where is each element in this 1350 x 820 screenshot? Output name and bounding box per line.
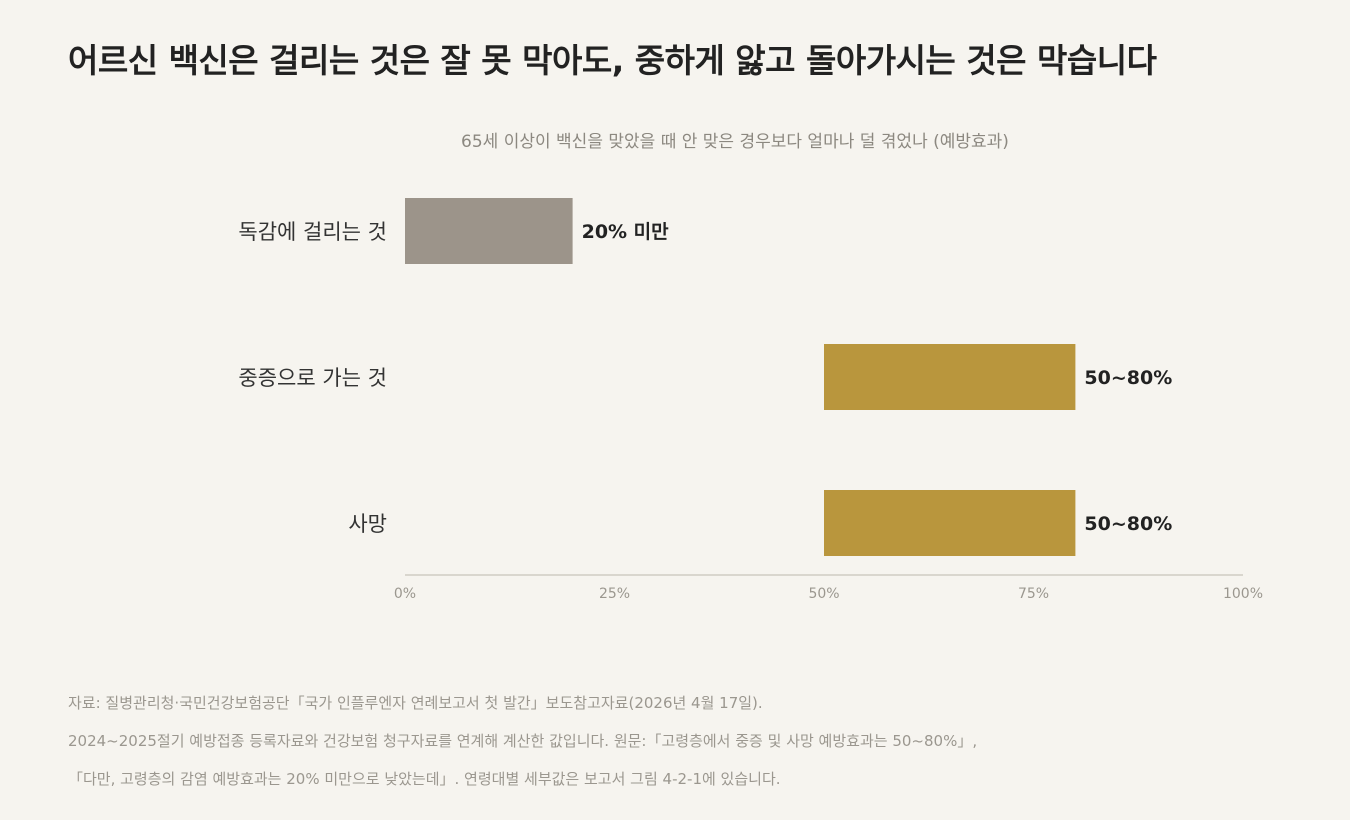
category-label: 사망	[348, 512, 387, 536]
chart-title: 어르신 백신은 걸리는 것은 잘 못 막아도, 중하게 앓고 돌아가시는 것은 …	[68, 41, 1157, 80]
chart-subtitle: 65세 이상이 백신을 맞았을 때 안 맞은 경우보다 얼마나 덜 겪었나 (예…	[461, 132, 1009, 152]
x-tick-label: 75%	[1018, 586, 1049, 602]
footnote-line: 2024~2025절기 예방접종 등록자료와 건강보험 청구자료를 연계해 계산…	[68, 732, 978, 750]
x-tick-label: 25%	[599, 586, 630, 602]
bar	[405, 198, 573, 264]
x-tick-label: 50%	[808, 586, 839, 602]
x-tick-label: 0%	[394, 586, 416, 602]
footnote-line: 자료: 질병관리청·국민건강보험공단「국가 인플루엔자 연례보고서 첫 발간」보…	[68, 694, 763, 712]
category-label: 중증으로 가는 것	[238, 366, 387, 390]
bar	[824, 490, 1076, 556]
value-label: 50~80%	[1084, 367, 1172, 389]
footnote: 자료: 질병관리청·국민건강보험공단「국가 인플루엔자 연례보고서 첫 발간」보…	[68, 684, 1268, 798]
bar	[824, 344, 1076, 410]
category-label: 독감에 걸리는 것	[238, 220, 387, 244]
x-tick-label: 100%	[1223, 586, 1263, 602]
value-label: 50~80%	[1084, 513, 1172, 535]
value-label: 20% 미만	[582, 221, 670, 243]
footnote-line: 「다만, 고령층의 감염 예방효과는 20% 미만으로 낮았는데」. 연령대별 …	[68, 770, 781, 788]
